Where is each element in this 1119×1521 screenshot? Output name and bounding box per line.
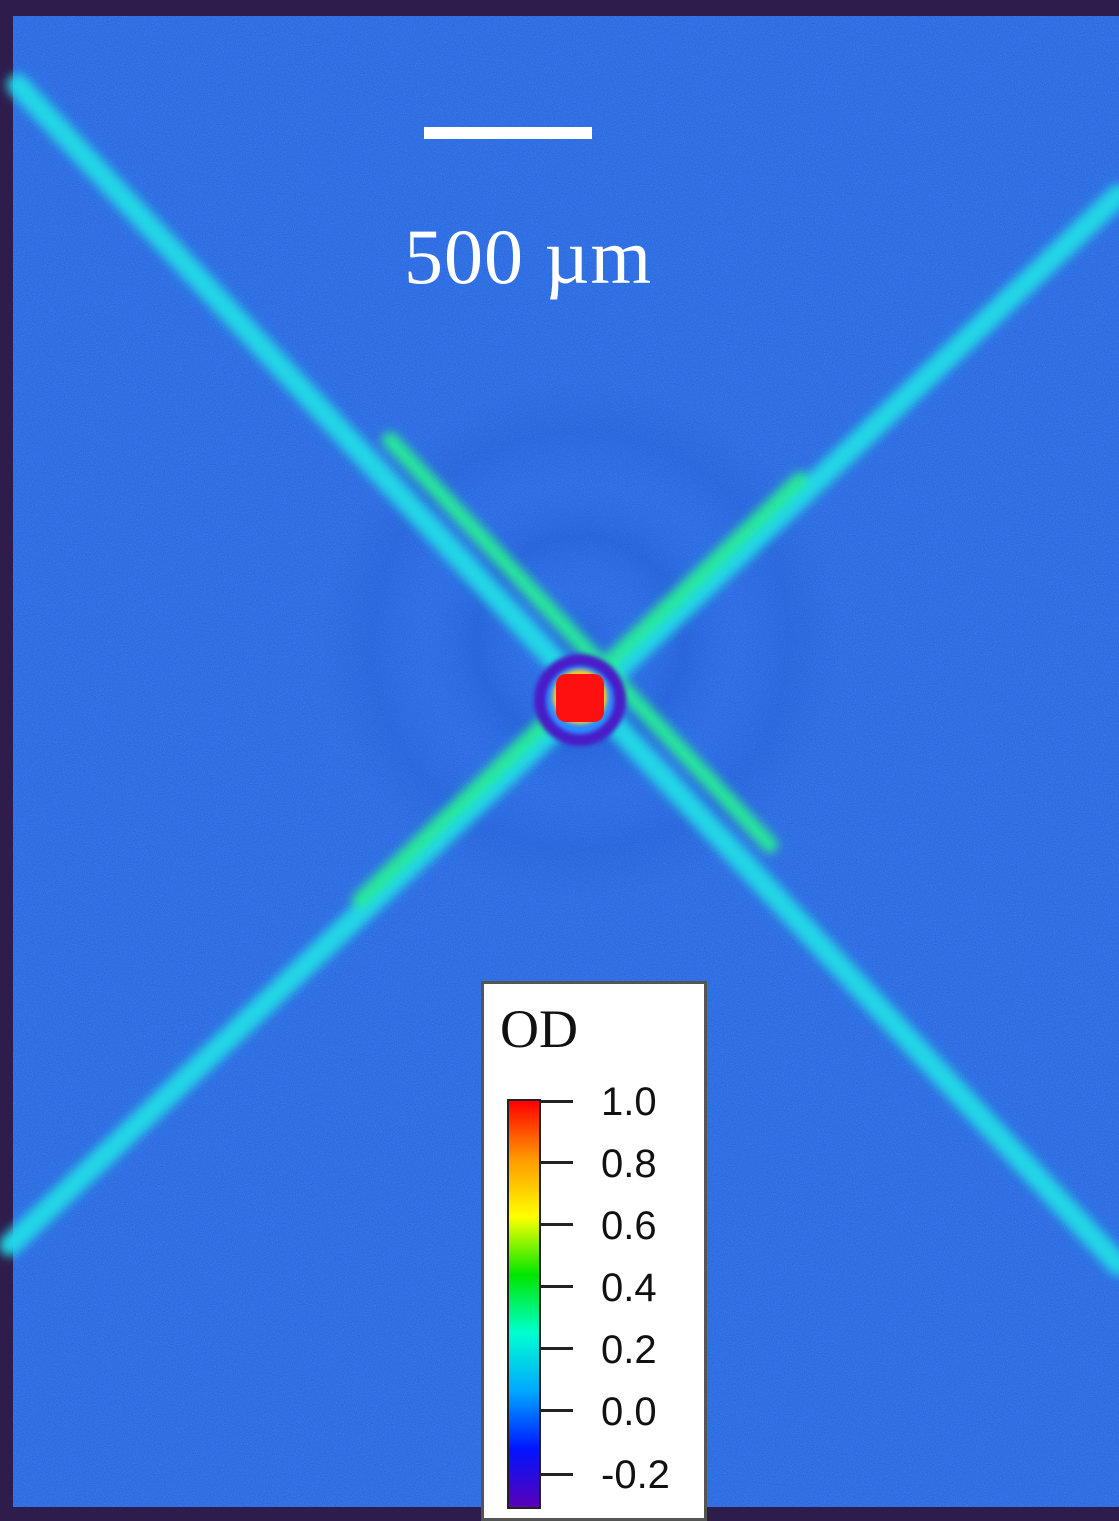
colorbar-tick bbox=[541, 1161, 573, 1164]
colorbar-tick bbox=[541, 1285, 573, 1288]
beam-core-segment-1 bbox=[382, 432, 778, 853]
cloud-core bbox=[556, 674, 604, 722]
colorbar-tick bbox=[541, 1347, 573, 1350]
colorbar-tick-label: 1.0 bbox=[601, 1080, 657, 1124]
colorbar-tick-label: 0.2 bbox=[601, 1328, 657, 1372]
colorbar-tick bbox=[541, 1100, 573, 1103]
colorbar-tick-label: 0.8 bbox=[601, 1142, 657, 1186]
colorbar-gradient bbox=[507, 1099, 541, 1509]
scale-bar bbox=[424, 127, 592, 139]
colorbar-tick-label: 0.6 bbox=[601, 1204, 657, 1248]
colorbar-tick bbox=[541, 1473, 573, 1476]
scale-bar-label: 500 µm bbox=[404, 213, 653, 300]
atom-cloud bbox=[534, 654, 626, 746]
colorbar: OD 1.0 0.8 0.6 0.4 0.2 0.0 -0.2 bbox=[481, 981, 707, 1521]
colorbar-tick-label: -0.2 bbox=[601, 1453, 670, 1497]
colorbar-tick-label: 0.4 bbox=[601, 1266, 657, 1310]
colorbar-title: OD bbox=[500, 999, 578, 1059]
colorbar-tick-label: 0.0 bbox=[601, 1390, 657, 1434]
colorbar-tick bbox=[541, 1409, 573, 1412]
colorbar-tick bbox=[541, 1223, 573, 1226]
